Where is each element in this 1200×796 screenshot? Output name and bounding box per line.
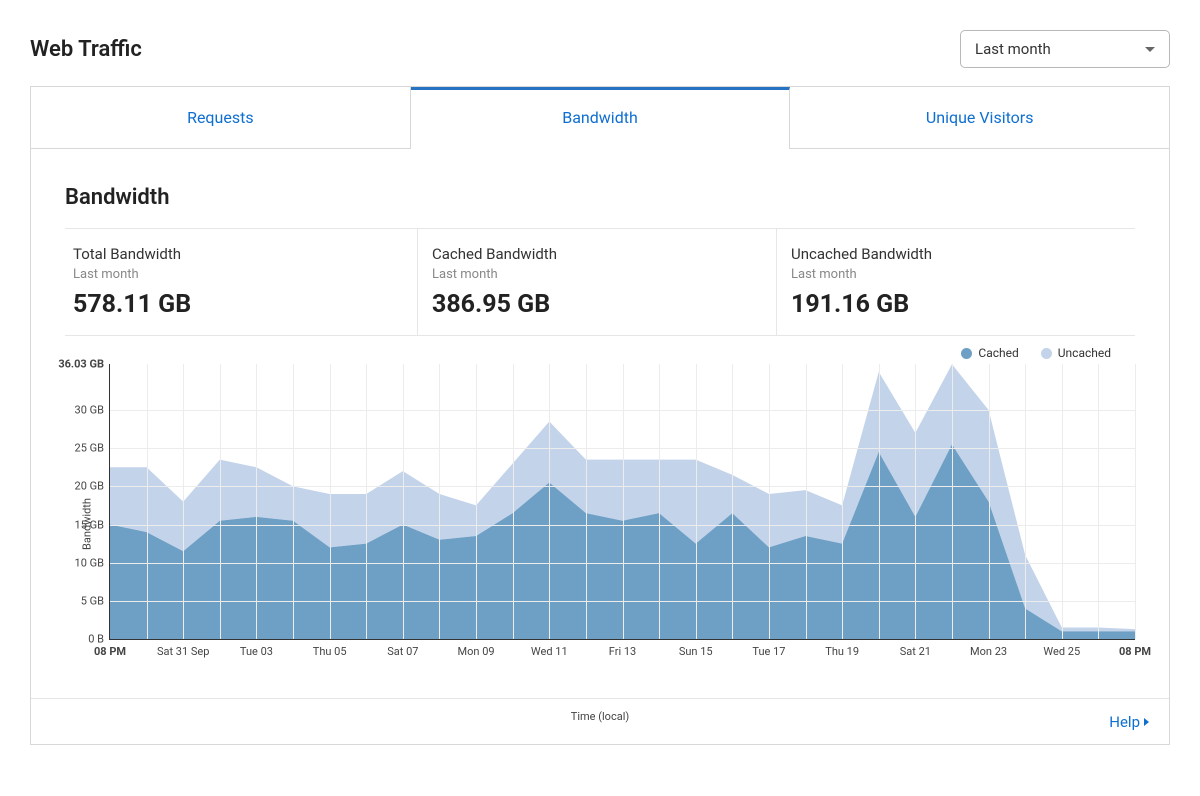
stat-total-bandwidth: Total Bandwidth Last month 578.11 GB	[65, 229, 418, 335]
tab-unique-visitors[interactable]: Unique Visitors	[790, 87, 1169, 148]
chart-xtick: Sat 07	[387, 639, 418, 658]
chart-xtick: Fri 13	[609, 639, 636, 658]
chart-ytick: 30 GB	[75, 404, 110, 417]
chart-legend: Cached Uncached	[65, 336, 1135, 364]
stat-label: Total Bandwidth	[73, 245, 417, 263]
section-title: Bandwidth	[65, 185, 1135, 210]
period-select[interactable]: Last month	[960, 30, 1170, 68]
chart-xtick: 08 PM	[94, 639, 126, 658]
stat-sub: Last month	[432, 267, 776, 282]
stat-sub: Last month	[73, 267, 417, 282]
legend-label: Uncached	[1058, 346, 1111, 360]
tabs: Requests Bandwidth Unique Visitors	[31, 87, 1169, 149]
stats-row: Total Bandwidth Last month 578.11 GB Cac…	[65, 228, 1135, 336]
chart-ytick: 36.03 GB	[58, 358, 110, 371]
chart-xtick: Thu 05	[313, 639, 347, 658]
chart-xtick: 08 PM	[1119, 639, 1151, 658]
help-label: Help	[1109, 713, 1140, 731]
chart-ytick: 15 GB	[75, 518, 110, 531]
chart-xtick: Wed 11	[531, 639, 568, 658]
swatch-uncached	[1041, 348, 1052, 359]
chart-xtick: Sun 15	[679, 639, 713, 658]
traffic-panel: Requests Bandwidth Unique Visitors Bandw…	[30, 86, 1170, 745]
chart-plot-area[interactable]: 0 B5 GB10 GB15 GB20 GB25 GB30 GB36.03 GB…	[109, 364, 1135, 640]
chart-ytick: 10 GB	[75, 556, 110, 569]
swatch-cached	[961, 348, 972, 359]
chart-ytick: 5 GB	[81, 594, 110, 607]
page-title: Web Traffic	[30, 37, 142, 62]
stat-uncached-bandwidth: Uncached Bandwidth Last month 191.16 GB	[777, 229, 1135, 335]
stat-cached-bandwidth: Cached Bandwidth Last month 386.95 GB	[418, 229, 777, 335]
legend-label: Cached	[978, 346, 1018, 360]
chart-xtick: Sat 21	[900, 639, 931, 658]
chart-xtick: Mon 23	[970, 639, 1007, 658]
chart-xtick: Tue 03	[240, 639, 273, 658]
tab-requests[interactable]: Requests	[31, 87, 411, 148]
chart-xtick: Tue 17	[752, 639, 785, 658]
legend-item-cached: Cached	[961, 346, 1018, 360]
help-link[interactable]: Help	[1109, 713, 1149, 731]
chevron-down-icon	[1145, 47, 1155, 52]
legend-item-uncached: Uncached	[1041, 346, 1111, 360]
chart-xlabel: Time (local)	[571, 710, 629, 723]
chart-xtick: Sat 31 Sep	[157, 639, 209, 658]
chart-xtick: Thu 19	[825, 639, 859, 658]
stat-label: Cached Bandwidth	[432, 245, 776, 263]
stat-label: Uncached Bandwidth	[791, 245, 1135, 263]
bandwidth-chart: Bandwidth 0 B5 GB10 GB15 GB20 GB25 GB30 …	[65, 364, 1135, 684]
stat-value: 386.95 GB	[432, 290, 776, 319]
caret-right-icon	[1144, 718, 1149, 726]
chart-xtick: Mon 09	[458, 639, 495, 658]
stat-value: 578.11 GB	[73, 290, 417, 319]
chart-xtick: Wed 25	[1043, 639, 1080, 658]
chart-ytick: 20 GB	[75, 480, 110, 493]
tab-bandwidth[interactable]: Bandwidth	[411, 87, 791, 148]
chart-ytick: 25 GB	[75, 442, 110, 455]
stat-value: 191.16 GB	[791, 290, 1135, 319]
period-select-value: Last month	[975, 40, 1051, 58]
stat-sub: Last month	[791, 267, 1135, 282]
